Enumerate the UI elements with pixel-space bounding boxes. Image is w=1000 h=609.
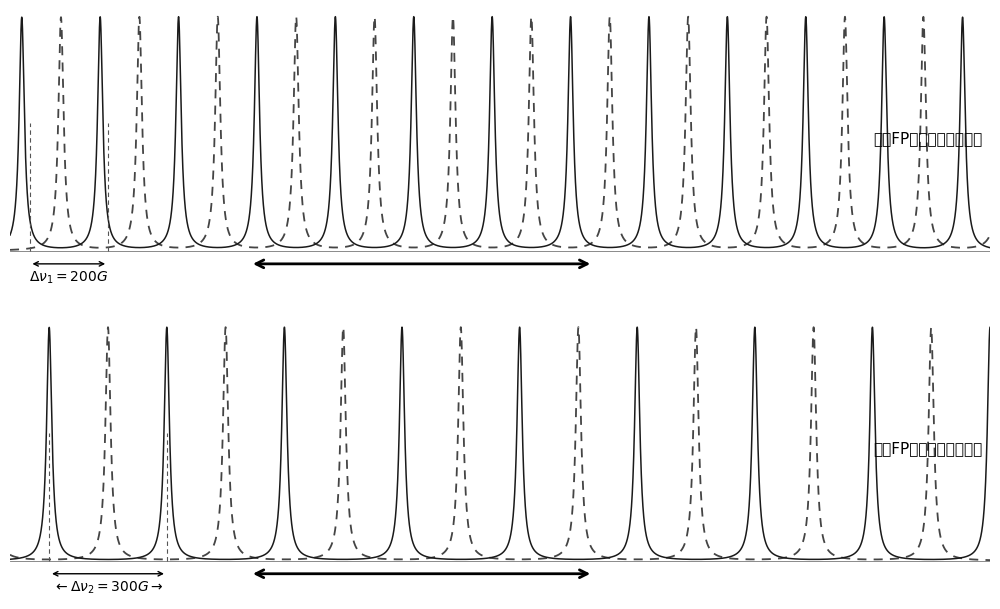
Text: $\Delta\nu_1 = 200G$: $\Delta\nu_1 = 200G$ <box>29 270 108 286</box>
Text: $\leftarrow\Delta\nu_2 = 300G\rightarrow$: $\leftarrow\Delta\nu_2 = 300G\rightarrow… <box>53 580 163 596</box>
Text: 第二FP腔标准具透射光谱: 第二FP腔标准具透射光谱 <box>873 442 982 457</box>
Text: 第一FP腔标准具透射光谱: 第一FP腔标准具透射光谱 <box>873 132 982 147</box>
